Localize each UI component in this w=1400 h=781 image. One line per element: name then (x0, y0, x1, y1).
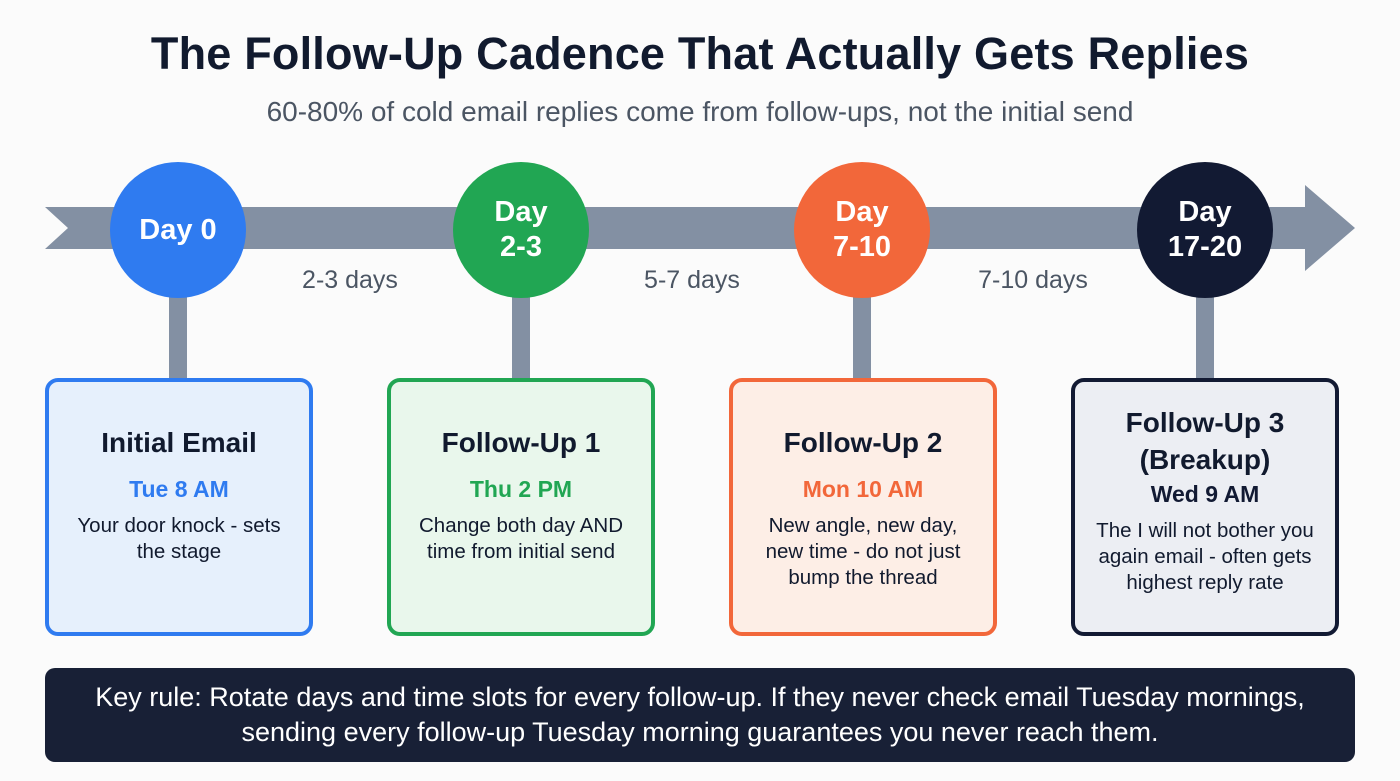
connector-stem (169, 290, 187, 382)
step-card: Follow-Up 1 Thu 2 PM Change both day AND t… (387, 378, 655, 636)
step-title: Follow-Up 2 (783, 427, 943, 458)
key-rule-text: Key rule: Rotate days and time slots for… (95, 682, 1305, 747)
connector-stem (512, 290, 530, 382)
step-description: The I will not bother you again email - … (1096, 519, 1314, 594)
step-description: Your door knock - sets the stage (77, 514, 281, 563)
step-time: Thu 2 PM (469, 476, 573, 502)
day-marker: Day 2-3 (453, 162, 589, 298)
step-card: Initial Email Tue 8 AM Your door knock - s… (45, 378, 313, 636)
step-title: Follow-Up 3 (Breakup) (1125, 407, 1285, 475)
step-description: Change both day AND time from initial se… (419, 514, 623, 563)
step-card: Follow-Up 3 (Breakup) Wed 9 AM The I will … (1071, 378, 1339, 636)
day-marker: Day 17-20 (1137, 162, 1273, 298)
gap-label: 7-10 days (978, 266, 1088, 294)
subtitle: 60-80% of cold email replies come from f… (266, 96, 1134, 127)
day-marker: Day 0 (110, 162, 246, 298)
key-rule-banner: Key rule: Rotate days and time slots for… (45, 668, 1355, 762)
day-marker: Day 7-10 (794, 162, 930, 298)
step-time: Wed 9 AM (1150, 481, 1260, 507)
page-title: The Follow-Up Cadence That Actually Gets… (150, 28, 1250, 79)
connector-stem (853, 290, 871, 382)
gap-label: 2-3 days (302, 266, 398, 294)
timeline-arrow-shape (45, 185, 1355, 271)
step-time: Mon 10 AM (802, 476, 924, 502)
step-time: Tue 8 AM (129, 476, 229, 502)
gap-label: 5-7 days (644, 266, 740, 294)
step-card: Follow-Up 2 Mon 10 AM New angle, new day, … (729, 378, 997, 636)
step-description: New angle, new day, new time - do not ju… (765, 514, 961, 589)
connector-stem (1196, 290, 1214, 382)
step-title: Follow-Up 1 (441, 427, 601, 458)
step-title: Initial Email (101, 427, 257, 458)
